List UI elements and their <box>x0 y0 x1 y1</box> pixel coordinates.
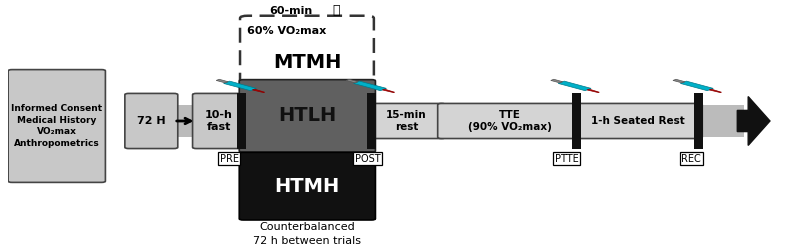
FancyBboxPatch shape <box>8 70 105 182</box>
Text: Informed Consent
Medical History
VO₂max
Anthropometrics: Informed Consent Medical History VO₂max … <box>11 104 102 148</box>
Polygon shape <box>558 81 591 91</box>
FancyArrow shape <box>737 97 770 145</box>
Polygon shape <box>673 79 685 83</box>
FancyBboxPatch shape <box>368 103 445 139</box>
Text: 10-h
fast: 10-h fast <box>205 110 233 132</box>
Polygon shape <box>353 81 386 91</box>
Text: 60% VO₂max: 60% VO₂max <box>247 26 327 36</box>
Bar <box>693 93 703 149</box>
Polygon shape <box>216 79 228 83</box>
Polygon shape <box>346 79 358 83</box>
Bar <box>129 105 744 137</box>
Text: Counterbalanced
72 h between trials: Counterbalanced 72 h between trials <box>253 222 361 246</box>
Text: PTTE: PTTE <box>555 153 578 164</box>
Text: 60-min: 60-min <box>269 6 312 16</box>
Polygon shape <box>382 89 394 93</box>
Text: 15-min
rest: 15-min rest <box>386 110 427 132</box>
Polygon shape <box>253 89 264 93</box>
FancyBboxPatch shape <box>239 80 375 152</box>
FancyBboxPatch shape <box>125 93 178 149</box>
Text: MTMH: MTMH <box>273 53 341 72</box>
FancyBboxPatch shape <box>240 16 374 108</box>
Text: HTLH: HTLH <box>279 107 337 125</box>
Text: 72 H: 72 H <box>137 116 165 126</box>
Polygon shape <box>224 81 257 91</box>
Bar <box>237 93 246 149</box>
Polygon shape <box>587 89 600 93</box>
Text: PRE: PRE <box>220 153 238 164</box>
Polygon shape <box>709 89 722 93</box>
FancyBboxPatch shape <box>239 152 375 220</box>
Bar <box>571 93 581 149</box>
Text: POST: POST <box>355 153 380 164</box>
FancyBboxPatch shape <box>438 103 582 139</box>
FancyBboxPatch shape <box>193 93 246 149</box>
Text: HTMH: HTMH <box>275 177 340 196</box>
Polygon shape <box>681 81 713 91</box>
Text: TTE
(90% VO₂max): TTE (90% VO₂max) <box>467 110 552 132</box>
Bar <box>367 93 376 149</box>
Polygon shape <box>551 79 563 83</box>
FancyBboxPatch shape <box>574 103 702 139</box>
Text: REC: REC <box>682 153 701 164</box>
Text: 🚲: 🚲 <box>332 4 339 17</box>
Text: 1-h Seated Rest: 1-h Seated Rest <box>591 116 685 126</box>
